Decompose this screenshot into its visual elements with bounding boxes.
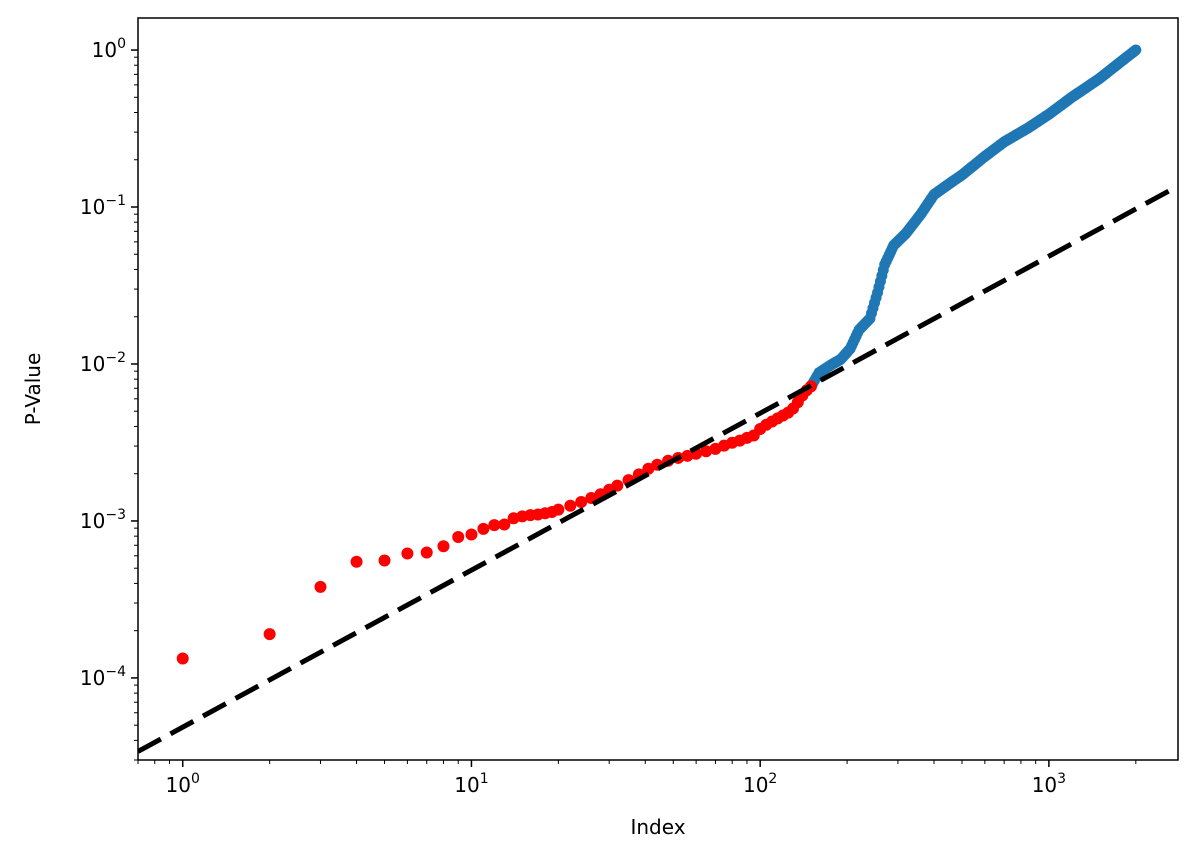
y-tick-label: 10−2 (80, 350, 126, 376)
red-point (552, 503, 565, 516)
x-tick-label: 102 (743, 771, 777, 797)
red-point (314, 580, 327, 593)
red-point (263, 628, 276, 641)
red-point (420, 546, 433, 559)
red-point (477, 522, 490, 535)
reference-line (138, 183, 1178, 754)
x-tick-label: 101 (454, 771, 488, 797)
red-point (611, 479, 624, 492)
red-point (575, 496, 588, 509)
red-point (564, 499, 577, 512)
x-axis: 100 101 102 103 (137, 760, 1137, 797)
red-point (350, 555, 363, 568)
plot-frame (137, 17, 1179, 761)
red-point (437, 540, 450, 553)
red-point (498, 518, 511, 531)
blue-point (1130, 44, 1142, 56)
x-axis-label: Index (630, 815, 685, 839)
x-tick-label: 100 (166, 771, 200, 797)
y-tick-label: 10−4 (80, 664, 126, 690)
red-point (401, 547, 414, 560)
red-point (465, 528, 478, 541)
red-point (488, 519, 501, 532)
y-axis-label: P-Value (21, 353, 45, 426)
red-point (452, 531, 465, 544)
y-tick-label: 100 (92, 36, 126, 62)
y-tick-label: 10−1 (80, 193, 126, 219)
y-axis: 10−4 10−3 10−2 10−1 100 (80, 36, 138, 761)
red-point (700, 445, 713, 458)
x-tick-label: 103 (1032, 771, 1066, 797)
data-layer (138, 44, 1178, 754)
red-point (378, 554, 391, 567)
red-point (176, 652, 189, 665)
y-tick-label: 10−3 (80, 507, 126, 533)
